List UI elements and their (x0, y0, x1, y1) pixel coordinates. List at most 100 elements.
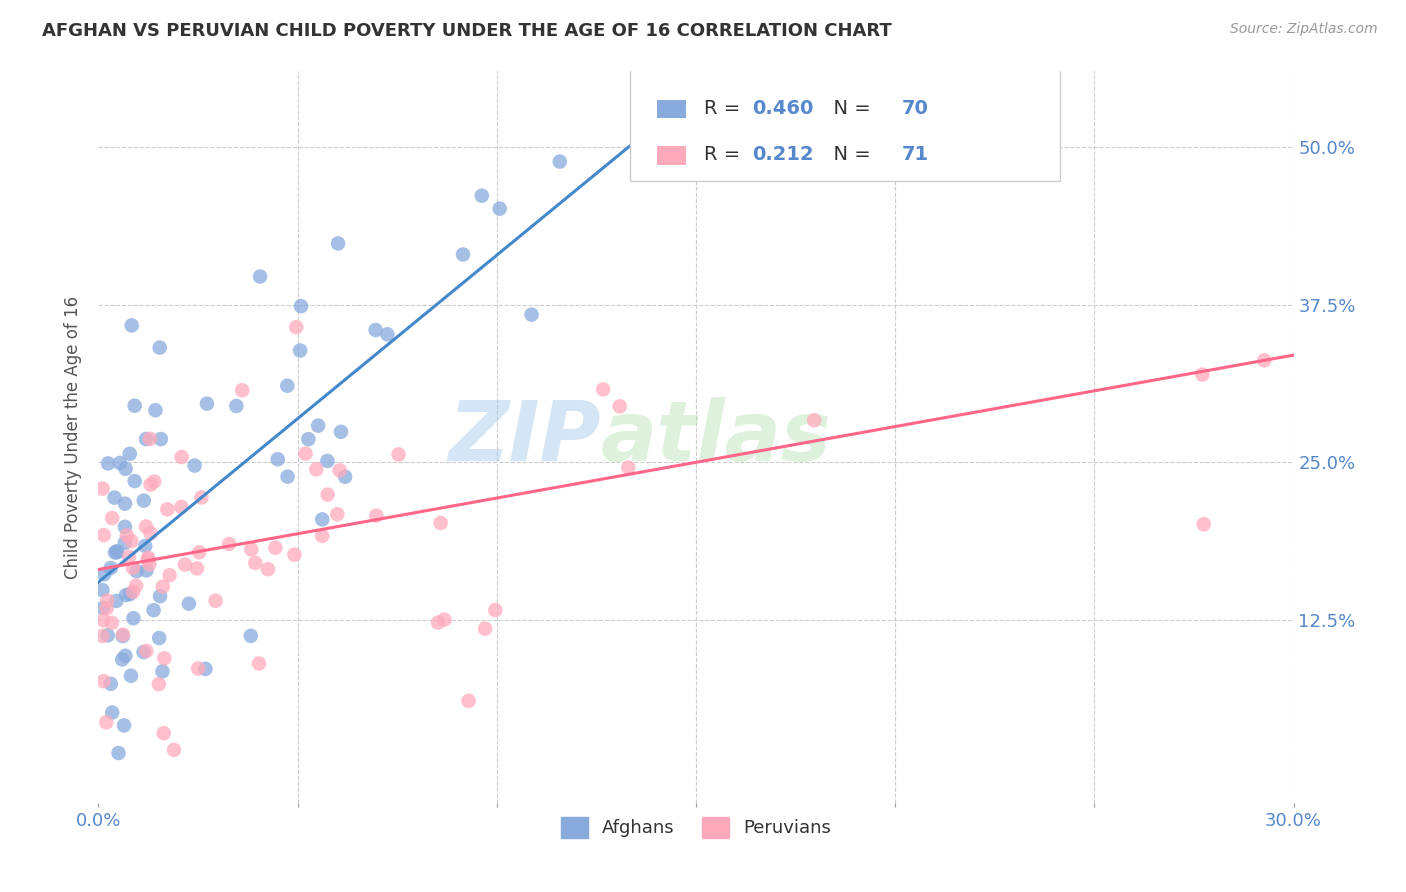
Text: R =: R = (704, 99, 747, 118)
Point (294, 447, 316, 461)
Point (311, 512, 333, 526)
Point (311, 529, 333, 543)
Point (121, 318, 143, 333)
Point (218, 537, 240, 551)
Point (111, 629, 134, 643)
Point (152, 580, 174, 594)
Point (276, 378, 298, 392)
Text: AFGHAN VS PERUVIAN CHILD POVERTY UNDER THE AGE OF 16 CORRELATION CHART: AFGHAN VS PERUVIAN CHILD POVERTY UNDER T… (42, 22, 891, 40)
Point (548, 154, 571, 169)
Point (326, 236, 349, 251)
Text: N =: N = (821, 99, 877, 118)
Point (142, 603, 165, 617)
Point (107, 746, 129, 760)
Point (120, 669, 142, 683)
Point (122, 561, 145, 575)
Point (1192, 517, 1215, 532)
Point (122, 584, 145, 599)
Point (103, 491, 125, 505)
Point (139, 477, 162, 491)
Point (97, 456, 120, 470)
Point (125, 579, 148, 593)
Point (195, 397, 218, 411)
Point (457, 694, 479, 708)
FancyBboxPatch shape (630, 68, 1060, 181)
Point (111, 652, 134, 666)
Point (264, 541, 287, 555)
Point (152, 665, 174, 679)
Point (427, 615, 450, 630)
Point (138, 558, 160, 572)
Point (124, 399, 146, 413)
Point (105, 545, 128, 559)
Point (101, 615, 124, 630)
Point (93, 613, 115, 627)
Point (297, 432, 319, 446)
Point (114, 648, 136, 663)
Point (194, 662, 217, 676)
Point (120, 534, 142, 549)
Point (111, 627, 134, 641)
Bar (657, 100, 686, 119)
Point (125, 564, 148, 578)
Point (139, 526, 162, 541)
Point (316, 487, 339, 501)
Point (170, 450, 193, 464)
Point (114, 536, 136, 550)
Point (375, 327, 398, 342)
Point (187, 661, 209, 675)
Point (174, 558, 197, 572)
Point (249, 269, 271, 284)
Point (245, 556, 267, 570)
Point (183, 458, 205, 473)
Point (132, 493, 155, 508)
Point (290, 299, 312, 313)
Point (333, 469, 356, 483)
Point (177, 597, 200, 611)
Point (149, 432, 172, 446)
Point (108, 456, 131, 470)
Point (257, 562, 280, 576)
Point (97, 628, 120, 642)
Point (149, 341, 172, 355)
Point (429, 516, 451, 530)
Point (451, 247, 474, 261)
Point (225, 399, 247, 413)
Point (91, 629, 114, 643)
Text: 70: 70 (901, 99, 928, 118)
Point (124, 474, 146, 488)
Point (609, 400, 631, 414)
Point (136, 550, 159, 565)
Point (139, 432, 162, 446)
Point (364, 323, 387, 337)
Point (1253, 353, 1275, 368)
Point (114, 462, 136, 476)
Y-axis label: Child Poverty Under the Age of 16: Child Poverty Under the Age of 16 (65, 295, 83, 579)
Point (114, 520, 136, 534)
Point (617, 460, 640, 475)
Point (156, 502, 179, 516)
Point (143, 475, 166, 489)
Point (307, 418, 329, 433)
Point (148, 631, 170, 645)
Point (135, 563, 157, 577)
Point (149, 589, 172, 603)
Point (433, 613, 456, 627)
Point (231, 383, 253, 397)
Point (204, 594, 226, 608)
Point (135, 432, 157, 446)
Text: atlas: atlas (600, 397, 831, 477)
Text: 0.212: 0.212 (752, 145, 814, 164)
Point (186, 561, 208, 575)
Point (104, 545, 127, 559)
Text: ZIP: ZIP (447, 397, 600, 477)
Point (277, 469, 299, 483)
Point (240, 542, 263, 557)
Point (163, 743, 186, 757)
Point (112, 718, 135, 732)
Point (136, 552, 159, 566)
Point (118, 549, 141, 564)
Point (488, 202, 510, 216)
Point (100, 561, 122, 575)
Point (132, 645, 155, 659)
